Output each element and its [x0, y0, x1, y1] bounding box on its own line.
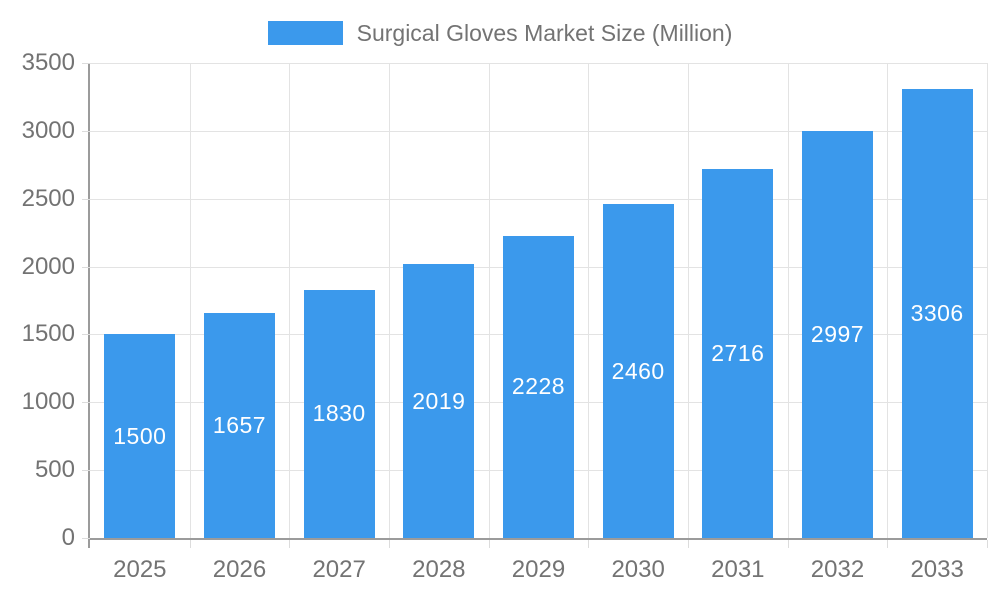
y-axis-label: 500 — [34, 456, 75, 484]
y-axis-label: 1000 — [21, 388, 75, 416]
y-gridline — [90, 198, 987, 200]
x-axis-label: 2030 — [611, 556, 665, 583]
legend-swatch-icon — [267, 21, 343, 45]
bar-value-label: 2019 — [412, 387, 466, 414]
x-axis-label: 2032 — [810, 556, 865, 583]
plot-area: 0 500 1000 1500 2000 2500 3000 3500 1500 2025 1657… — [22, 49, 988, 583]
bar-value-label: 1500 — [113, 422, 167, 449]
x-gridline — [987, 63, 988, 538]
legend-label: Surgical Gloves Market Size (Million) — [356, 20, 733, 46]
x-axis-label: 2025 — [113, 556, 167, 583]
bar-value-label: 2228 — [511, 373, 566, 400]
bar-2029[interactable]: 2228 — [503, 235, 574, 538]
y-axis-tick — [82, 266, 90, 268]
bar-value-label: 3306 — [910, 300, 964, 327]
x-axis-tick — [588, 540, 590, 548]
x-gridline — [588, 63, 590, 538]
x-axis-label: 2028 — [412, 556, 466, 583]
x-axis-label: 2033 — [910, 556, 964, 583]
y-axis-tick — [82, 198, 90, 200]
bar-2032[interactable]: 2997 — [802, 131, 873, 538]
x-gridline — [887, 63, 889, 538]
bar-value-label: 1830 — [312, 400, 366, 427]
bar-2033[interactable]: 3306 — [901, 89, 973, 538]
y-axis-tick — [82, 538, 90, 539]
x-axis-tick — [688, 540, 689, 548]
x-axis-tick — [88, 540, 90, 548]
y-axis-tick — [82, 334, 90, 336]
bar-2025[interactable]: 1500 — [104, 334, 176, 538]
y-axis-tick — [82, 402, 90, 404]
x-axis-tick — [289, 540, 291, 548]
chart-legend[interactable]: Surgical Gloves Market Size (Million) — [0, 19, 1000, 47]
bar-value-label: 2997 — [810, 321, 865, 348]
bar-value-label: 1657 — [212, 412, 267, 439]
y-gridline — [90, 130, 987, 132]
x-gridline — [389, 63, 390, 538]
x-gridline — [787, 63, 789, 538]
x-axis-tick — [189, 540, 191, 548]
x-axis-tick — [987, 540, 988, 548]
x-axis-tick — [887, 540, 889, 548]
x-axis-tick — [488, 540, 490, 548]
y-axis-label: 2500 — [21, 184, 75, 212]
y-axis-tick — [82, 130, 90, 132]
bar-2031[interactable]: 2716 — [702, 169, 774, 538]
bar-value-label: 2716 — [711, 340, 765, 367]
x-axis-label: 2026 — [212, 556, 267, 583]
x-axis-tick — [389, 540, 390, 548]
y-gridline — [90, 63, 987, 64]
x-gridline — [289, 63, 291, 538]
x-axis-label: 2027 — [312, 556, 366, 583]
y-axis-label: 3500 — [21, 49, 75, 76]
bar-value-label: 2460 — [611, 357, 665, 384]
y-axis-label: 1500 — [21, 320, 75, 348]
x-axis-tick — [787, 540, 789, 548]
bar-2028[interactable]: 2019 — [403, 264, 475, 538]
y-axis-label: 2000 — [21, 252, 75, 280]
x-gridline — [688, 63, 689, 538]
y-axis-tick — [82, 470, 90, 472]
x-axis-label: 2029 — [511, 556, 566, 583]
bar-2027[interactable]: 1830 — [303, 289, 375, 538]
x-axis-label: 2031 — [711, 556, 765, 583]
x-gridline — [189, 63, 191, 538]
bar-2026[interactable]: 1657 — [204, 313, 275, 538]
bar-2030[interactable]: 2460 — [602, 204, 674, 538]
x-gridline — [488, 63, 490, 538]
y-axis-label: 0 — [61, 524, 75, 551]
y-axis-label: 3000 — [21, 116, 75, 144]
y-axis-tick — [82, 63, 90, 64]
